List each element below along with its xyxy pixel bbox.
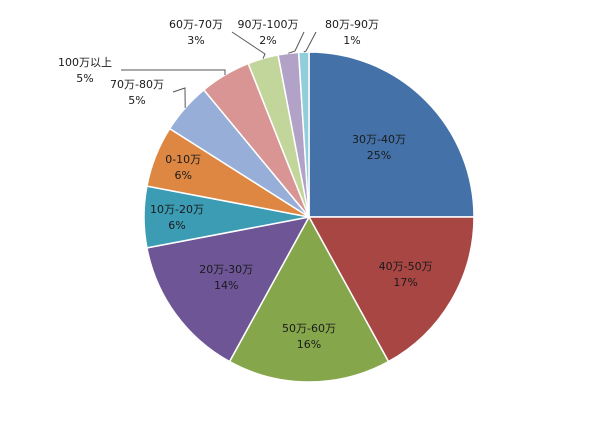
slice-percent-label-1: 17% — [393, 276, 417, 289]
pie-slice-1 — [307, 216, 475, 363]
slice-label-6: 70万-80万 — [110, 78, 164, 91]
slice-percent-label-3: 14% — [214, 279, 238, 292]
slice-percent-label-0: 25% — [367, 149, 391, 162]
labels-layer: 30万-40万 25% 40万-50万 17% 50万-60万 16% 20万-30万 14%… — [58, 18, 433, 351]
slice-percent-label-8: 3% — [187, 34, 204, 47]
leader-lines-layer — [121, 31, 317, 108]
slice-label-3: 20万-30万 — [199, 263, 253, 276]
slice-label-1: 40万-50万 — [379, 260, 433, 273]
leader-line-8 — [231, 31, 266, 59]
pie-slice-0 — [308, 51, 475, 218]
slice-percent-label-4: 6% — [168, 219, 185, 232]
slice-percent-label-10: 1% — [343, 34, 360, 47]
pie-slice-3 — [146, 215, 311, 363]
leader-line-10 — [303, 31, 317, 53]
leader-line-7 — [121, 69, 226, 75]
slice-label-8: 60万-70万 — [169, 18, 223, 31]
slice-percent-label-7: 5% — [76, 72, 93, 85]
slice-percent-label-6: 5% — [128, 94, 145, 107]
slice-percent-label-2: 16% — [297, 338, 321, 351]
slice-label-0: 30万-40万 — [352, 133, 406, 146]
slice-percent-label-5: 6% — [174, 169, 191, 182]
pie-slice-2 — [228, 215, 390, 383]
slice-label-2: 50万-60万 — [282, 322, 336, 335]
slice-label-10: 80万-90万 — [325, 18, 379, 31]
leader-line-6 — [172, 87, 186, 108]
slice-percent-label-9: 2% — [259, 34, 276, 47]
leader-line-9 — [288, 31, 305, 54]
slice-label-7: 100万以上 — [58, 56, 112, 69]
slice-label-5: 0-10万 — [165, 153, 201, 166]
slice-label-9: 90万-100万 — [238, 18, 299, 31]
slice-label-4: 10万-20万 — [150, 203, 204, 216]
